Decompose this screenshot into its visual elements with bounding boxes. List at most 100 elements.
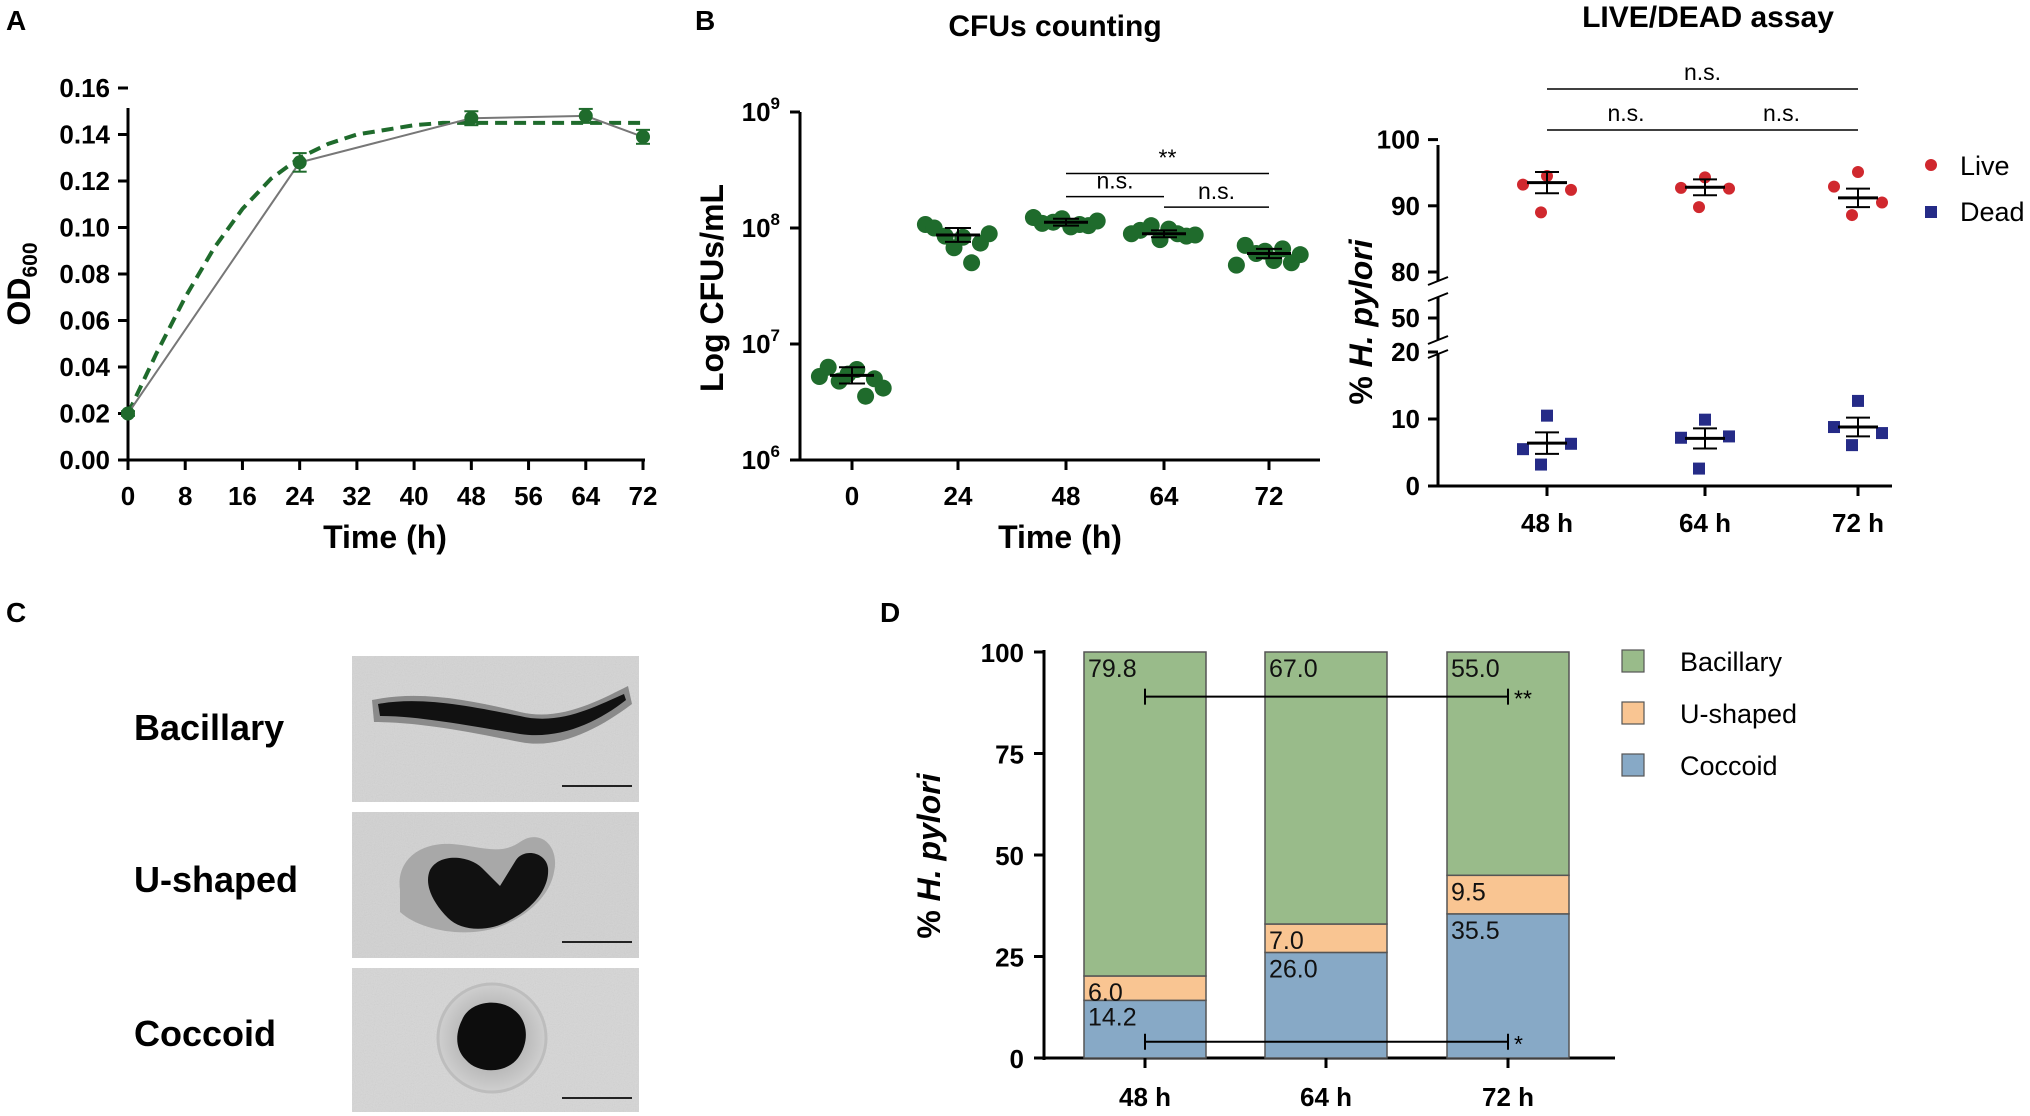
d-bar-u-shaped	[1446, 874, 1570, 915]
d-bar-value-label: 67.0	[1269, 655, 1318, 683]
a-y-tick-label: 0.14	[59, 120, 110, 150]
legend-dead-label: Dead	[1960, 197, 2025, 227]
b2-dead-point	[1828, 421, 1840, 434]
bacillary-rod-micrograph	[352, 656, 639, 802]
d-bar-value-label: 6.0	[1088, 979, 1123, 1007]
b2-axis-break	[1427, 292, 1449, 302]
b2-y-tick-label: 80	[1391, 257, 1420, 287]
b1-data-point	[819, 358, 837, 376]
d-bar-value-label: 26.0	[1269, 955, 1318, 983]
b2-y-tick-label: 20	[1391, 337, 1420, 367]
a-x-tick-label: 72	[629, 481, 658, 511]
panel-letter-a: A	[6, 5, 26, 36]
ylabel-italic: H. pylori	[1343, 238, 1379, 367]
d-legend-swatch	[1621, 649, 1645, 673]
b1-data-point	[954, 228, 972, 246]
b1-data-point	[1088, 212, 1106, 230]
d-y-tick-label: 0	[1010, 1044, 1024, 1074]
a-fit-line	[126, 120, 643, 415]
b2-live-point	[1846, 209, 1858, 222]
panel-d-y-label: % H. pylori	[911, 772, 947, 938]
b2-live-point	[1723, 182, 1735, 195]
d-bar-bacillary	[1446, 651, 1570, 877]
b1-data-point	[1227, 256, 1245, 274]
a-y-tick-label: 0.16	[59, 73, 110, 103]
ylabel-italic: H. pylori	[911, 772, 947, 901]
legend-live-label: Live	[1960, 151, 2010, 181]
b1-x-tick-label: 72	[1255, 481, 1284, 511]
b2-axis-break	[1427, 349, 1449, 359]
panel-b-cfu-x-label: Time (h)	[998, 519, 1122, 555]
b2-live-point	[1517, 178, 1529, 191]
a-y-tick-label: 0.12	[59, 166, 110, 196]
d-significance-label: **	[1514, 686, 1532, 712]
panel-b-live-dead-chart: LIVE/DEAD assay 0 10 20 50 80 90 100 48 h 64 h 72…	[1343, 1, 2025, 538]
d-legend-label: Bacillary	[1680, 647, 1783, 677]
a-data-point	[636, 129, 650, 144]
b2-live-point	[1876, 196, 1888, 209]
a-data-point	[578, 108, 593, 123]
a-x-tick-label: 64	[571, 481, 600, 511]
a-x-tick-label: 56	[514, 481, 543, 511]
b1-y-tick-label: 107	[742, 326, 780, 359]
panel-b-live-dead-title: LIVE/DEAD assay	[1582, 1, 1834, 34]
d-y-tick-label: 50	[995, 841, 1024, 871]
b1-x-tick-label: 48	[1052, 481, 1081, 511]
d-bar-u-shaped	[1083, 975, 1207, 1002]
b2-dead-point	[1541, 409, 1553, 422]
b2-dead-point	[1876, 427, 1888, 440]
b2-y-tick-label: 100	[1377, 125, 1420, 155]
row-label-bacillary: Bacillary	[134, 707, 284, 748]
b2-significance-label: n.s.	[1684, 59, 1721, 85]
b2-dead-point	[1535, 458, 1547, 471]
ylabel-prefix: %	[1343, 367, 1379, 404]
b1-significance-label: n.s.	[1198, 178, 1235, 204]
a-x-tick-label: 8	[178, 481, 192, 511]
b2-live-point	[1699, 171, 1711, 184]
b1-data-point	[1291, 246, 1309, 264]
b1-data-point	[857, 387, 875, 405]
b2-live-point	[1565, 183, 1577, 196]
b2-dead-point	[1852, 394, 1864, 407]
b2-axis-break	[1427, 335, 1449, 345]
legend-dead-marker	[1925, 206, 1937, 218]
b2-dead-point	[1565, 437, 1577, 450]
a-x-tick-label: 16	[228, 481, 257, 511]
panel-letter-b: B	[695, 5, 715, 36]
b2-significance-label: n.s.	[1763, 100, 1800, 126]
a-x-tick-label: 40	[400, 481, 429, 511]
b2-axis-break	[1427, 276, 1449, 286]
b1-data-point	[874, 379, 892, 397]
b2-live-point	[1693, 201, 1705, 214]
a-y-tick-label: 0.04	[59, 352, 110, 382]
d-bar-bacillary	[1264, 651, 1388, 925]
panel-a-x-label: Time (h)	[323, 519, 447, 555]
d-x-tick-label: 64 h	[1300, 1082, 1352, 1112]
panel-a-y-label: OD600	[1, 242, 42, 325]
d-bar-value-label: 79.8	[1088, 655, 1137, 683]
a-y-tick-label: 0.00	[59, 445, 110, 475]
b2-x-tick-label: 72 h	[1832, 508, 1884, 538]
d-legend-swatch	[1621, 701, 1645, 725]
b1-data-point	[963, 254, 981, 272]
a-y-tick-label: 0.08	[59, 259, 110, 289]
row-label-u-shaped: U-shaped	[134, 859, 298, 900]
d-y-tick-label: 100	[981, 638, 1024, 668]
d-bar-value-label: 9.5	[1451, 878, 1486, 906]
b2-significance-label: n.s.	[1607, 100, 1644, 126]
u-shaped-micrograph	[352, 812, 639, 958]
panel-c-morphology: Bacillary U-shaped Coccoid	[134, 656, 639, 1112]
a-data-point	[121, 406, 135, 421]
b1-significance-label: n.s.	[1096, 168, 1133, 194]
panel-letter-d: D	[880, 597, 900, 628]
b1-x-tick-label: 0	[845, 481, 859, 511]
legend-live-marker	[1925, 159, 1937, 171]
d-legend-swatch	[1621, 753, 1645, 777]
a-y-tick-label: 0.10	[59, 213, 110, 243]
od-label: OD	[1, 278, 37, 326]
b1-x-tick-label: 64	[1150, 481, 1179, 511]
b2-dead-point	[1693, 462, 1705, 475]
b2-y-tick-label: 50	[1391, 303, 1420, 333]
d-y-tick-label: 25	[995, 943, 1024, 973]
